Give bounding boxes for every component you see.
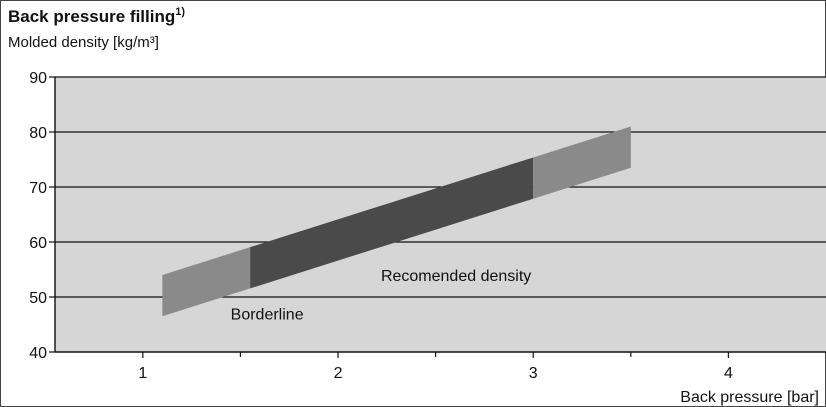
band-region-2 — [533, 126, 631, 199]
x-axis-label: Back pressure [bar] — [680, 389, 819, 406]
axes — [49, 76, 826, 358]
chart-title: Back pressure filling1) — [8, 6, 185, 26]
y-tick-label-50: 50 — [29, 290, 47, 307]
tick-labels: 40 50 60 70 80 90 1 2 3 4 — [29, 70, 733, 382]
y-axis-label: Molded density [kg/m³] — [8, 34, 159, 51]
x-tick-label-3: 3 — [529, 365, 538, 382]
x-tick-label-2: 2 — [334, 365, 343, 382]
annotation-0: Recomended density — [381, 268, 531, 285]
annotations: Recomended density Borderline — [231, 268, 532, 324]
annotation-1: Borderline — [231, 307, 304, 324]
y-tick-label-80: 80 — [29, 125, 47, 142]
y-tick-label-60: 60 — [29, 235, 47, 252]
y-tick-label-70: 70 — [29, 180, 47, 197]
density-band — [162, 126, 631, 317]
band-region-0 — [162, 247, 251, 317]
x-tick-label-4: 4 — [724, 365, 733, 382]
band-region-1 — [250, 157, 534, 289]
y-tick-label-40: 40 — [29, 345, 47, 362]
y-tick-label-90: 90 — [29, 70, 47, 87]
x-tick-label-1: 1 — [138, 365, 147, 382]
